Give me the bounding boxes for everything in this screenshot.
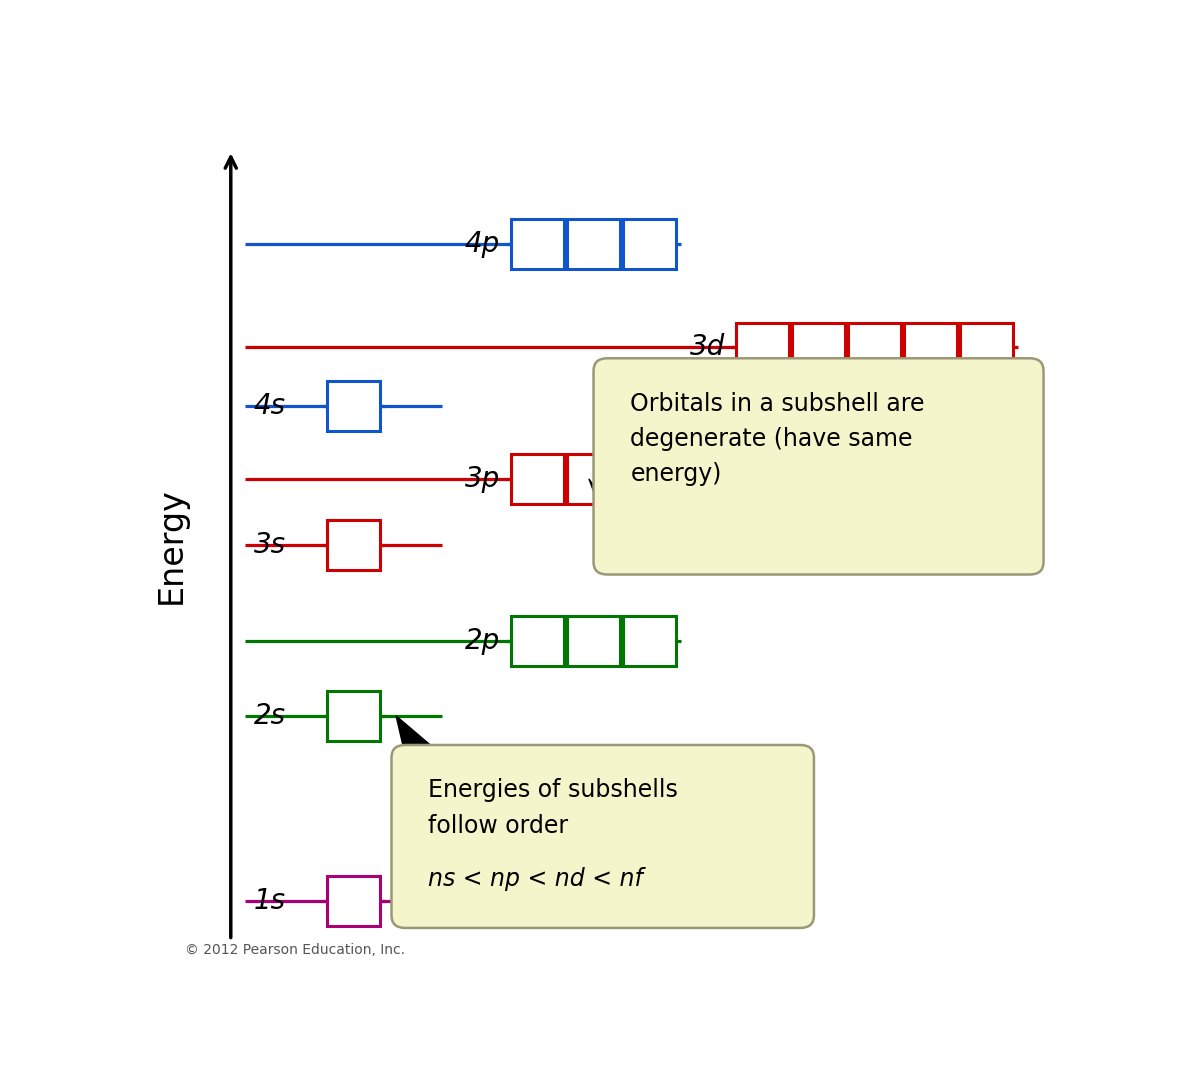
Text: 3d: 3d	[690, 334, 725, 362]
Text: ns < np < nd < nf: ns < np < nd < nf	[428, 866, 643, 891]
Bar	[511, 219, 564, 269]
Text: Energy: Energy	[154, 487, 187, 604]
Bar	[327, 381, 380, 431]
Bar	[327, 521, 380, 570]
Bar	[792, 323, 845, 373]
FancyBboxPatch shape	[391, 745, 814, 928]
Text: 3s: 3s	[254, 531, 286, 559]
FancyBboxPatch shape	[594, 359, 1044, 575]
Bar	[566, 219, 620, 269]
Polygon shape	[589, 478, 635, 548]
Text: Orbitals in a subshell are
degenerate (have same
energy): Orbitals in a subshell are degenerate (h…	[630, 392, 924, 486]
Bar	[623, 219, 677, 269]
Bar	[566, 616, 620, 666]
Bar	[736, 323, 789, 373]
Text: 4p: 4p	[465, 230, 500, 258]
Text: 4s: 4s	[254, 392, 286, 420]
Bar	[327, 876, 380, 927]
Text: 2s: 2s	[254, 702, 286, 730]
Bar	[511, 616, 564, 666]
Bar	[960, 323, 1013, 373]
Bar	[566, 454, 620, 503]
Bar	[848, 323, 902, 373]
Bar	[904, 323, 957, 373]
Bar	[623, 454, 677, 503]
Bar	[511, 454, 564, 503]
Text: © 2012 Pearson Education, Inc.: © 2012 Pearson Education, Inc.	[185, 943, 405, 957]
Text: 3p: 3p	[465, 464, 500, 492]
Text: 1s: 1s	[254, 888, 286, 916]
Polygon shape	[396, 716, 442, 764]
Bar	[623, 616, 677, 666]
Text: Energies of subshells
follow order: Energies of subshells follow order	[428, 779, 678, 838]
Bar	[327, 691, 380, 741]
Text: 2p: 2p	[465, 627, 500, 656]
